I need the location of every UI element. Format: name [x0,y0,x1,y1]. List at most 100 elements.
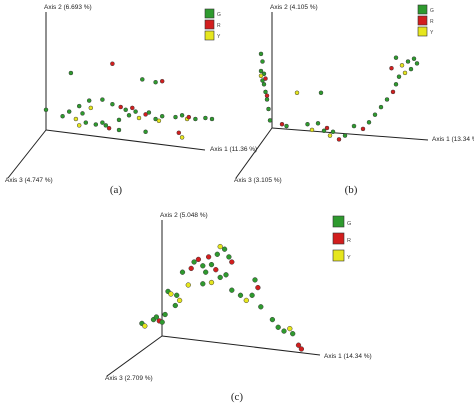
data-point-r [295,342,302,348]
axis-1-line [161,335,321,356]
data-point-y [258,73,264,79]
data-point-g [275,324,281,330]
data-point-r [213,267,219,273]
data-point-r [188,265,194,272]
data-point-g [100,120,105,125]
data-point-g [252,277,258,283]
data-point-g [208,261,215,268]
data-point-g [80,111,85,116]
legend-label-y: Y [217,34,221,40]
data-point-y [294,90,300,96]
axis-3-line [235,127,273,179]
data-point-y [168,291,174,297]
data-point-g [372,112,378,117]
data-point-g [214,251,220,257]
data-point-g [193,116,198,122]
data-point-r [264,93,270,98]
data-point-g [174,292,180,298]
data-point-g [414,61,420,66]
data-point-y [76,123,82,128]
data-point-y [309,127,315,133]
data-point-y [287,325,293,332]
data-point-g [237,292,244,298]
data-point-g [100,97,105,102]
data-point-g [110,101,115,107]
legend-label-g: G [347,221,351,227]
data-point-g [330,129,336,135]
data-point-g [384,97,390,102]
axis-3-label: Axis 3 (4.747 %) [5,177,53,184]
data-point-r [389,65,394,71]
data-point-y [399,63,405,68]
data-point-g [162,311,168,318]
data-point-g [203,269,209,275]
data-point-g [191,259,197,265]
data-point-y [327,133,333,138]
data-point-g [249,292,255,298]
data-point-g [140,77,145,82]
data-point-y [185,282,191,288]
subplot-label: (b) [345,184,358,196]
data-point-g [267,118,273,123]
legend-label-r: R [347,238,351,244]
data-point-r [110,61,115,67]
axis-1-line [45,129,206,151]
data-point-g [86,98,92,103]
axis-3-label: Axis 3 (3.105 %) [234,177,282,184]
data-point-g [123,107,128,113]
data-point-r [263,76,268,81]
legend-label-r: R [217,23,221,29]
data-point-g [378,104,384,110]
data-point-g [43,107,49,113]
data-point-g [159,113,165,119]
data-point-g [221,246,228,252]
data-point-r [195,256,202,263]
legend-label-g: G [217,12,221,18]
data-point-r [298,346,305,352]
data-point-g [284,123,289,129]
legend-label-y: Y [430,30,434,36]
axis-2-label: Axis 2 (4.105 %) [270,4,318,11]
legend-swatch-y [417,26,428,37]
data-point-g [264,97,270,102]
subplot-c: Axis 1 (14.34 %) Axis 2 (5.048 %) Axis 3 (… [105,212,372,403]
axis-2-label: Axis 2 (6.693 %) [44,4,92,11]
data-point-g [396,74,402,79]
data-point-g [60,113,65,119]
axis-1-label: Axis 1 (14.34 %) [324,353,372,360]
data-point-y [179,135,185,140]
data-point-y [402,70,408,76]
data-point-r [336,137,342,142]
axis-1-label: Axis 1 (13.34 %) [432,136,474,143]
data-point-g [126,113,132,118]
data-point-g [76,103,82,109]
data-point-g [260,59,265,64]
subplot-label: (a) [110,184,123,196]
data-point-g [281,328,287,334]
data-point-g [159,319,165,325]
data-point-r [118,104,123,110]
data-point-g [143,129,148,135]
data-point-g [266,106,271,112]
data-point-r [130,105,135,111]
data-point-g [179,269,186,275]
legend-swatch-r [204,19,215,30]
data-point-g [83,120,89,125]
axis-1-line [271,127,429,141]
data-point-g [263,89,268,95]
legend-swatch-g [417,4,428,15]
data-point-g [153,79,158,85]
data-point-g [393,82,399,87]
data-point-g [258,68,264,74]
data-point-r [205,254,212,260]
legend-label-r: R [430,19,434,25]
legend-swatch-r [332,232,345,245]
axis-3-line [106,335,163,377]
data-point-r [229,259,235,265]
legend-label-y: Y [347,255,351,261]
legend-swatch-y [332,249,345,262]
legend-swatch-g [332,215,345,228]
data-point-r [186,114,192,120]
data-point-y [136,115,142,121]
